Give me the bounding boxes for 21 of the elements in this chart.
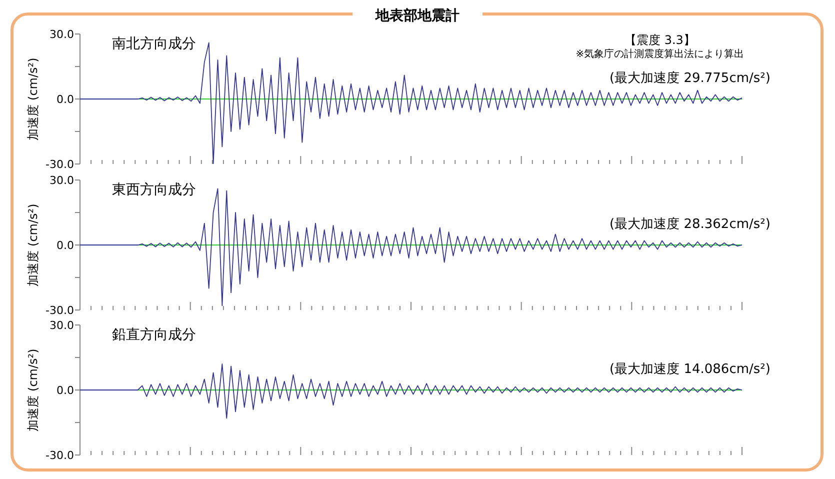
y-tick-label: -30.0: [46, 449, 74, 462]
chart-subtitle: 東西方向成分: [112, 182, 196, 198]
y-tick-label: 0.0: [56, 239, 74, 252]
y-tick-label: 30.0: [50, 319, 74, 332]
chart-subtitle: 南北方向成分: [112, 36, 196, 52]
chart-subtitle: 鉛直方向成分: [112, 327, 196, 343]
y-axis-title: 加速度 (cm/s²): [26, 204, 40, 286]
annotation: (最大加速度 28.362cm/s²): [610, 216, 770, 232]
y-tick-label: 0.0: [56, 384, 74, 397]
y-tick-label: 30.0: [50, 28, 74, 41]
y-tick-label: -30.0: [46, 304, 74, 317]
y-tick-label: 30.0: [50, 174, 74, 187]
y-tick-label: -30.0: [46, 158, 74, 171]
y-axis-title: 加速度 (cm/s²): [26, 58, 40, 140]
annotation: 【震度 3.3】: [624, 33, 696, 47]
y-axis-title: 加速度 (cm/s²): [26, 348, 40, 432]
annotation: ※気象庁の計測震度算出法により算出: [576, 48, 744, 60]
chart-title: 地表部地震計: [374, 7, 460, 24]
y-tick-label: 0.0: [56, 93, 74, 106]
annotation: (最大加速度 29.775cm/s²): [610, 70, 770, 86]
annotation: (最大加速度 14.086cm/s²): [610, 361, 770, 377]
